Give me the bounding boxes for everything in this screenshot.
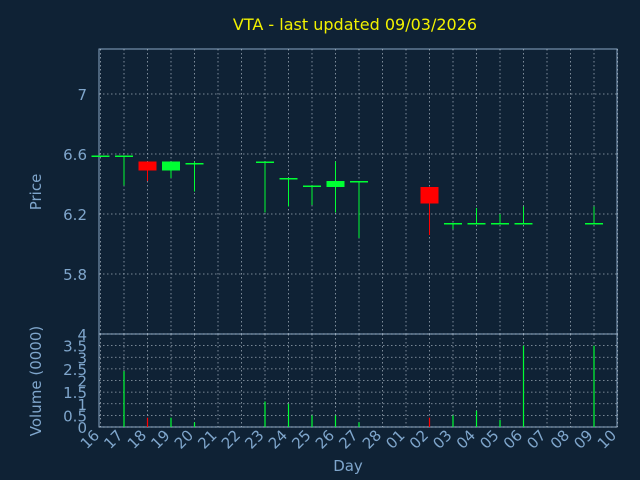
- volume-tick-label: 2.5: [63, 361, 87, 379]
- volume-tick-label: 1.5: [63, 384, 87, 402]
- candle-body: [467, 223, 486, 225]
- candle-body: [115, 155, 133, 157]
- chart-title: VTA - last updated 09/03/2026: [233, 15, 477, 34]
- candle-body: [350, 181, 368, 183]
- candle-body: [514, 223, 533, 225]
- volume-tick-label: 4: [77, 326, 87, 344]
- candle-body: [162, 161, 180, 171]
- price-tick-label: 6.2: [63, 206, 87, 224]
- x-axis-label: Day: [333, 457, 363, 475]
- candle-body: [91, 155, 110, 157]
- candle-body: [326, 181, 345, 187]
- candle-body: [444, 223, 462, 225]
- volume-tick-label: 1: [77, 396, 87, 414]
- volume-axis-label: Volume (0000): [27, 326, 45, 436]
- volume-tick-label: 2: [77, 373, 87, 391]
- candle-body: [256, 161, 274, 163]
- price-tick-label: 5.8: [63, 266, 87, 284]
- volume-tick-label: 3.5: [63, 338, 87, 356]
- candle-body: [585, 223, 603, 225]
- candle-body: [491, 223, 509, 225]
- price-panel: 5.8 6.2 6.6 7: [63, 48, 618, 335]
- volume-tick-label: 0: [77, 419, 87, 437]
- candle-body: [138, 161, 157, 171]
- candle-body: [185, 163, 204, 165]
- volume-tick-label: 3: [77, 349, 87, 367]
- volume-panel: 00.511.522.533.54: [63, 326, 618, 437]
- candle-body: [279, 178, 298, 180]
- candle-body: [420, 187, 439, 204]
- price-tick-label: 6.6: [63, 146, 87, 164]
- price-tick-label: 7: [77, 86, 87, 104]
- x-axis: 1617181920212223242526272801020304050607…: [77, 426, 620, 452]
- candle-body: [303, 185, 321, 187]
- volume-tick-label: 0.5: [63, 407, 87, 425]
- price-axis-label: Price: [27, 174, 45, 211]
